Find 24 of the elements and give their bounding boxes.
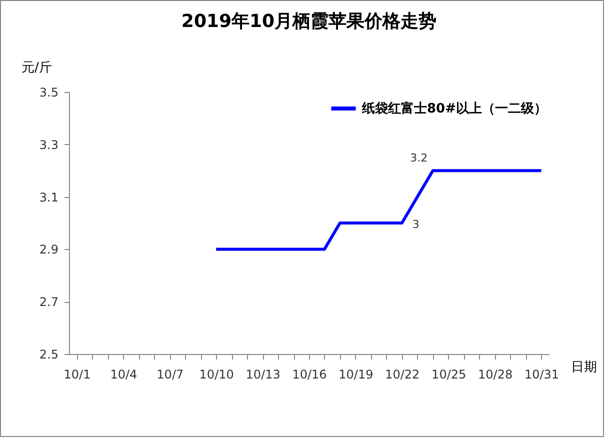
y-axis-title: 元/斤 bbox=[22, 60, 52, 76]
x-tick-label: 10/25 bbox=[432, 368, 466, 382]
y-tick-label: 2.9 bbox=[39, 242, 58, 257]
x-axis-title: 日期 bbox=[571, 360, 597, 375]
data-label: 3 bbox=[412, 218, 420, 231]
legend-label: 纸袋红富士80#以上（一二级） bbox=[361, 100, 547, 116]
x-tick-label: 10/13 bbox=[246, 368, 280, 382]
chart-title: 2019年10月栖霞苹果价格走势 bbox=[181, 11, 437, 32]
data-label: 3.2 bbox=[410, 152, 428, 165]
x-tick-label: 10/31 bbox=[524, 368, 560, 382]
x-tick-label: 10/4 bbox=[110, 368, 138, 382]
y-tick-label: 2.7 bbox=[39, 295, 58, 310]
y-tick-label: 2.5 bbox=[39, 348, 58, 362]
y-tick-label: 3.5 bbox=[39, 86, 58, 100]
x-tick-label: 10/7 bbox=[156, 368, 184, 382]
x-tick-label: 10/22 bbox=[385, 368, 420, 382]
x-tick-label: 10/16 bbox=[292, 368, 327, 382]
line-series bbox=[214, 169, 543, 251]
y-tick-label: 3.3 bbox=[39, 138, 58, 152]
y-tick-label: 3.1 bbox=[39, 190, 58, 204]
x-tick-label: 10/10 bbox=[199, 368, 234, 382]
x-tick-label: 10/1 bbox=[64, 368, 91, 382]
x-tick-label: 10/19 bbox=[338, 368, 374, 382]
x-tick-label: 10/28 bbox=[478, 368, 513, 382]
